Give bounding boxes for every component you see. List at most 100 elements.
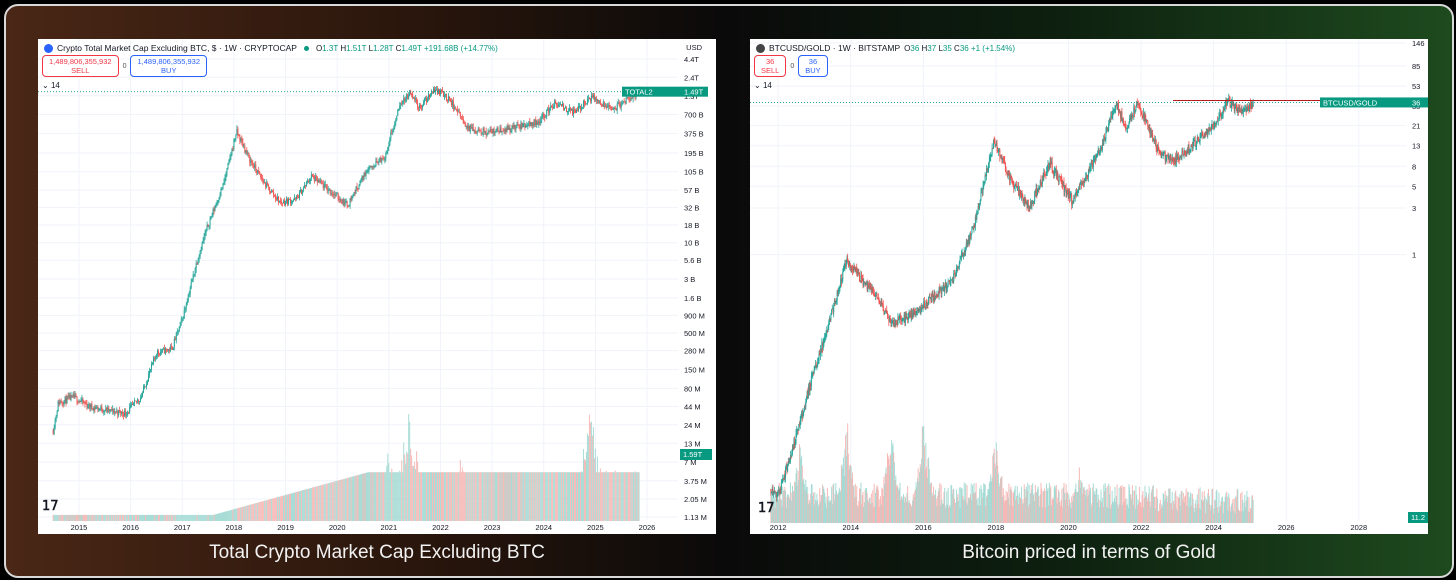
volume-bar xyxy=(1159,499,1161,523)
volume-bar xyxy=(1014,485,1016,523)
tradingview-logo-icon[interactable]: 𝟣𝟩 xyxy=(42,499,59,514)
candle-body xyxy=(926,302,928,307)
volume-bar xyxy=(57,514,59,521)
candle-body xyxy=(1152,139,1154,141)
candle-body xyxy=(1121,112,1123,122)
candle-body xyxy=(1191,145,1193,149)
candle-body xyxy=(553,106,555,108)
volume-bar xyxy=(1146,497,1148,523)
volume-bar xyxy=(393,472,395,521)
candle-body xyxy=(403,98,405,101)
candle-body xyxy=(56,411,58,416)
volume-bar xyxy=(1201,499,1203,523)
candle-body xyxy=(1069,195,1071,199)
candle-body xyxy=(833,305,835,313)
volume-bar xyxy=(190,514,192,521)
indicators-toggle[interactable]: ⌄ 14 xyxy=(754,81,772,90)
candle-body xyxy=(870,287,872,291)
candle-body xyxy=(902,320,904,321)
candle-body xyxy=(427,98,429,102)
volume-bar xyxy=(531,472,533,521)
volume-bar xyxy=(214,514,216,521)
volume-bar xyxy=(1124,486,1126,523)
volume-bar xyxy=(174,514,176,521)
candle-body xyxy=(822,342,824,349)
volume-bar xyxy=(165,514,167,521)
volume-bar xyxy=(635,472,637,521)
symbol-title[interactable]: Crypto Total Market Cap Excluding BTC, $… xyxy=(57,43,297,53)
candle-body xyxy=(115,411,117,413)
candle-body xyxy=(957,267,959,269)
candle-body xyxy=(423,102,425,106)
candle-body xyxy=(555,100,557,103)
candle-body xyxy=(66,396,68,404)
volume-bar xyxy=(502,472,504,521)
candle-body xyxy=(1094,157,1096,160)
y-tick-label: 21 xyxy=(1412,121,1420,130)
candle-body xyxy=(827,324,829,332)
volume-bar xyxy=(1252,499,1254,523)
candle-body xyxy=(771,491,773,494)
volume-bar xyxy=(234,508,236,521)
candle-body xyxy=(186,302,188,306)
volume-bar xyxy=(124,514,126,521)
candle-body xyxy=(322,183,324,188)
candle-body xyxy=(1032,201,1034,204)
candle-body xyxy=(1133,107,1135,117)
volume-bar xyxy=(1005,490,1007,523)
volume-bar xyxy=(967,497,969,523)
volume-bar xyxy=(613,472,615,521)
volume-bar xyxy=(1069,502,1071,523)
candle-body xyxy=(851,267,853,269)
candle-body xyxy=(463,122,465,124)
chart-canvas-btcgold[interactable]: 1468553332113853120122014201620182020202… xyxy=(750,39,1428,534)
volume-bar xyxy=(493,472,495,521)
volume-bar xyxy=(972,492,974,523)
candle-body xyxy=(930,297,932,302)
volume-bar xyxy=(112,514,114,521)
volume-bar xyxy=(1235,497,1237,523)
symbol-title[interactable]: BTCUSD/GOLD · 1W · BITSTAMP xyxy=(769,43,901,53)
candle-body xyxy=(1053,171,1055,174)
volume-bar xyxy=(997,473,999,523)
volume-bar xyxy=(1056,503,1058,523)
volume-bar xyxy=(1150,492,1152,523)
currency-label[interactable]: USD xyxy=(686,43,702,52)
sell-button[interactable]: 36 SELL xyxy=(754,55,787,77)
candle-body xyxy=(527,125,529,127)
candle-body xyxy=(1091,163,1093,165)
tradingview-logo-icon[interactable]: 𝟣𝟩 xyxy=(758,501,775,516)
volume-bar xyxy=(991,477,993,523)
volume-bar xyxy=(835,490,837,523)
sell-button[interactable]: 1,489,806,355,932 SELL xyxy=(42,55,119,77)
candle-body xyxy=(975,217,977,220)
volume-bar xyxy=(791,500,793,523)
buy-button[interactable]: 1,489,806,355,932 BUY xyxy=(130,55,208,77)
volume-bar xyxy=(898,490,900,523)
volume-bar xyxy=(475,472,477,521)
candle-body xyxy=(1113,109,1115,111)
candle-body xyxy=(1036,189,1038,195)
candle-body xyxy=(1212,126,1214,127)
candle-body xyxy=(1095,156,1097,160)
candle-body xyxy=(1087,169,1089,178)
candle-body xyxy=(945,282,947,290)
candle-body xyxy=(1240,110,1242,112)
volume-bar xyxy=(624,472,626,521)
volume-bar xyxy=(1224,502,1226,523)
candle-body xyxy=(986,168,988,177)
volume-bar xyxy=(194,514,196,521)
chart-panel-btcgold[interactable]: 1468553332113853120122014201620182020202… xyxy=(750,39,1428,534)
candle-body xyxy=(1032,201,1034,203)
candle-body xyxy=(893,320,895,325)
candle-body xyxy=(493,128,495,134)
buy-button[interactable]: 36 BUY xyxy=(798,55,828,77)
candle-body xyxy=(907,317,909,320)
indicators-toggle[interactable]: ⌄ 14 xyxy=(42,81,60,90)
candle-body xyxy=(1031,203,1033,206)
candle-body xyxy=(601,104,603,107)
volume-bar xyxy=(420,472,422,521)
volume-bar xyxy=(1049,488,1051,523)
